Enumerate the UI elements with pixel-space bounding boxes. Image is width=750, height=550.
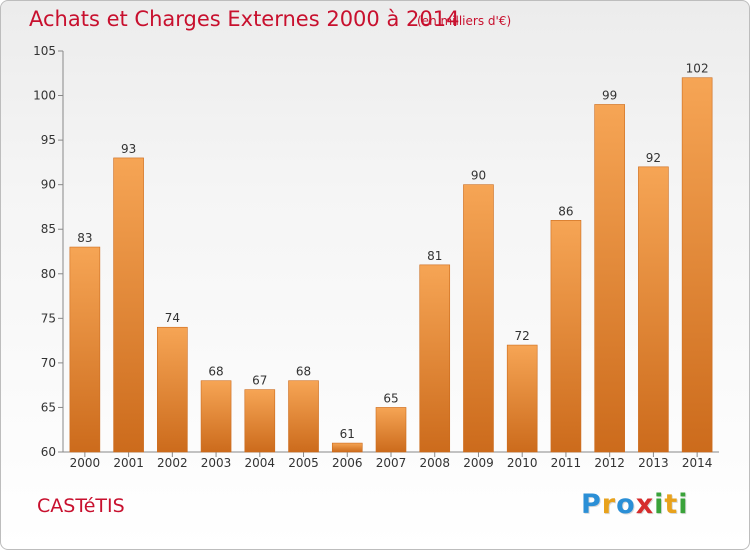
data-label: 93	[121, 142, 136, 156]
bar-outline	[69, 246, 101, 453]
x-tick-label: 2008	[419, 456, 450, 470]
y-tick-label: 70	[41, 356, 56, 370]
bar-outline	[200, 380, 232, 453]
data-labels: 83 93 74 68 67 68 61 65 81 90 72 86 99 92 102	[77, 62, 708, 441]
data-label: 61	[340, 427, 355, 441]
x-tick-label: 2014	[682, 456, 713, 470]
logo-letter: o	[616, 489, 636, 520]
data-label: 102	[686, 62, 709, 76]
x-tick-label: 2005	[288, 456, 319, 470]
data-label: 81	[427, 249, 442, 263]
x-tick-label: 2012	[594, 456, 625, 470]
x-tick-label: 2001	[113, 456, 144, 470]
bar-outline	[638, 166, 669, 453]
bar-outline	[288, 380, 319, 453]
bar	[376, 407, 406, 452]
x-tick-label: 2013	[638, 456, 669, 470]
x-tick-label: 2009	[463, 456, 494, 470]
bar	[113, 157, 144, 452]
data-label: 72	[515, 329, 530, 343]
data-label: 65	[383, 391, 398, 405]
logo-letter: P	[581, 489, 602, 520]
bar	[332, 443, 363, 452]
bar-outline	[244, 389, 276, 453]
bar	[682, 77, 713, 452]
bar-outline	[506, 344, 538, 453]
x-tick-label: 2011	[551, 456, 582, 470]
bar	[507, 345, 538, 452]
y-tick-label: 80	[41, 267, 56, 281]
bar-outline	[463, 184, 494, 453]
bar-outline	[157, 326, 188, 453]
y-tick-label: 100	[33, 89, 56, 103]
y-tick-label: 75	[41, 311, 56, 325]
x-tick-label: 2010	[507, 456, 538, 470]
x-tick-label: 2007	[376, 456, 407, 470]
data-label: 86	[558, 204, 573, 218]
bar	[594, 104, 625, 452]
y-tick-label: 95	[41, 133, 56, 147]
x-tick-label: 2004	[245, 456, 276, 470]
x-tick-label: 2006	[332, 456, 363, 470]
chart-subtitle: (en milliers d'€)	[417, 14, 512, 28]
data-label: 83	[77, 231, 92, 245]
x-tick-label: 2003	[201, 456, 232, 470]
bar-outline	[594, 104, 625, 453]
logo-letter: i	[654, 489, 665, 520]
logo-letter: t	[664, 489, 679, 520]
bar	[288, 380, 319, 452]
proxiti-logo[interactable]: Proxiti	[581, 489, 689, 520]
bars	[69, 77, 713, 453]
data-label: 74	[165, 311, 180, 325]
bar	[550, 220, 581, 452]
data-label: 92	[646, 151, 661, 165]
bar	[244, 389, 275, 452]
data-label: 67	[252, 374, 267, 388]
bar-outline	[113, 157, 144, 453]
bar-outline	[331, 442, 363, 453]
logo-letter: r	[601, 489, 617, 520]
bar	[419, 264, 450, 452]
bar-outline	[681, 77, 713, 453]
bar-outline	[419, 264, 451, 453]
logo-letter: x	[635, 489, 655, 520]
x-tick-label: 2002	[157, 456, 188, 470]
bar	[201, 380, 232, 452]
data-label: 68	[296, 365, 311, 379]
chart-title: Achats et Charges Externes 2000 à 2014	[29, 7, 460, 31]
commune-name: CASTéTIS	[37, 495, 125, 517]
y-tick-label: 60	[41, 445, 56, 459]
y-tick-label: 105	[33, 44, 56, 58]
data-label: 99	[602, 88, 617, 102]
axes: 60 65 70 75 80 85 90 95 100 105 2000 2001 2002 2003 20…	[33, 44, 719, 470]
y-tick-label: 85	[41, 222, 56, 236]
bar	[638, 166, 669, 452]
bar	[463, 184, 494, 452]
bar-outline	[375, 407, 407, 453]
y-tick-label: 65	[41, 400, 56, 414]
bar	[69, 247, 100, 452]
data-label: 90	[471, 169, 486, 183]
data-label: 68	[208, 365, 223, 379]
x-tick-label: 2000	[70, 456, 101, 470]
bar-outline	[550, 220, 582, 453]
y-tick-label: 90	[41, 178, 56, 192]
logo-letter: i	[678, 489, 689, 520]
bar	[157, 327, 188, 452]
